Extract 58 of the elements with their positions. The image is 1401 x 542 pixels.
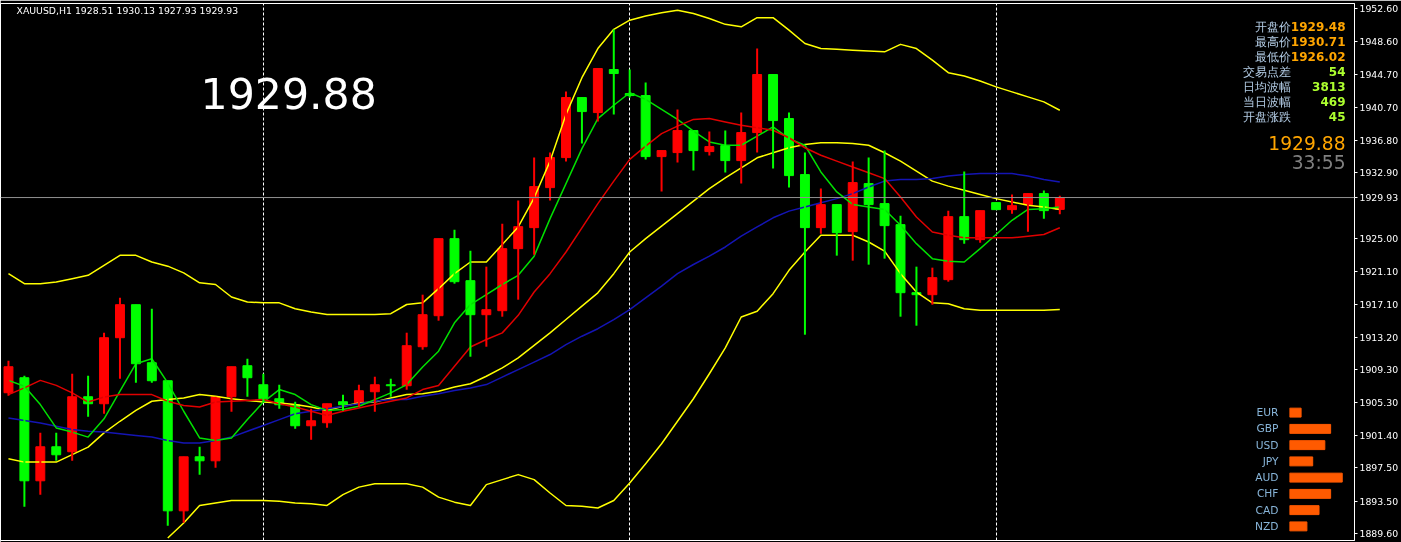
y-tick-label: 1944.70 xyxy=(1359,68,1399,80)
y-tick-label: CHF xyxy=(1256,487,1279,501)
annotation: 33:55 xyxy=(1291,152,1346,173)
y-tick-label: 1909.30 xyxy=(1359,364,1399,376)
annotation: 469 xyxy=(1320,95,1346,109)
bar xyxy=(1289,407,1302,418)
candlestick xyxy=(242,357,253,398)
annotation: 1929.88 xyxy=(200,69,377,119)
y-tick-label: JPY xyxy=(1261,454,1279,468)
y-tick-label: USD xyxy=(1255,438,1279,452)
bar xyxy=(1289,456,1314,467)
y-tick-label: 1897.50 xyxy=(1359,462,1399,474)
candlestick xyxy=(656,149,667,193)
annotation: 3813 xyxy=(1312,80,1346,94)
bar xyxy=(1289,488,1332,499)
y-tick-label: AUD xyxy=(1255,471,1279,485)
y-tick-label: 1889.60 xyxy=(1359,528,1399,540)
y-tick-label: 1905.30 xyxy=(1359,397,1399,409)
y-tick-label: 1948.60 xyxy=(1359,36,1399,48)
bar xyxy=(1289,505,1320,516)
annotation: 45 xyxy=(1328,110,1346,124)
y-tick-label: 1940.70 xyxy=(1359,102,1399,114)
y-tick-label: 1913.20 xyxy=(1359,331,1399,343)
bar xyxy=(1289,423,1332,434)
y-tick-label: 1893.50 xyxy=(1359,495,1399,507)
annotation: 最高价 xyxy=(1254,34,1291,49)
y-tick-label: 1917.10 xyxy=(1359,299,1399,311)
annotation: 最低价 xyxy=(1254,49,1291,64)
y-tick-label: 1901.40 xyxy=(1359,429,1399,441)
ref-line-label: 1929.93 xyxy=(1359,192,1399,204)
annotation: 日均波幅 xyxy=(1242,79,1291,94)
annotation: 1926.02 xyxy=(1290,50,1346,64)
chart-title: XAUUSD,H1 1928.51 1930.13 1927.93 1929.93 xyxy=(16,5,239,16)
y-tick-label: 1925.00 xyxy=(1359,233,1399,245)
line-series xyxy=(167,234,1061,539)
candlestick xyxy=(226,365,237,413)
bar xyxy=(1289,440,1326,451)
bar xyxy=(1289,472,1343,483)
y-tick-label: NZD xyxy=(1255,519,1279,533)
y-tick-label: EUR xyxy=(1256,406,1280,420)
y-tick-label: 1936.80 xyxy=(1359,134,1399,146)
y-tick-label: 1932.90 xyxy=(1359,167,1399,179)
annotation: 交易点差 xyxy=(1242,64,1291,79)
annotation: 开盘价 xyxy=(1254,19,1291,34)
annotation: 开盘涨跌 xyxy=(1242,109,1291,124)
line-series xyxy=(7,9,1061,316)
candlestick xyxy=(672,108,683,164)
y-tick-label: GBP xyxy=(1256,422,1280,436)
bar xyxy=(1289,521,1308,532)
annotation: 1929.88 xyxy=(1268,132,1346,154)
annotation: 当日波幅 xyxy=(1242,94,1291,109)
annotation: 1930.71 xyxy=(1290,35,1346,49)
annotation: 54 xyxy=(1328,65,1346,79)
annotation: 1929.48 xyxy=(1290,20,1346,34)
line-series xyxy=(7,172,1061,444)
y-tick-label: 1921.10 xyxy=(1359,265,1399,277)
y-tick-label: CAD xyxy=(1255,503,1279,517)
y-tick-label: 1952.60 xyxy=(1359,3,1399,14)
